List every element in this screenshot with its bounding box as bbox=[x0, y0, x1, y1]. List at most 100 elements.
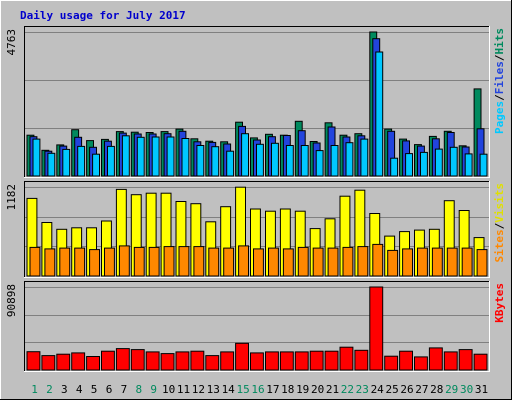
bar bbox=[145, 351, 160, 371]
day-label: 17 bbox=[266, 383, 279, 396]
bar bbox=[294, 351, 309, 371]
bar bbox=[387, 249, 399, 277]
day-label: 19 bbox=[296, 383, 309, 396]
bar bbox=[384, 355, 399, 371]
bar bbox=[327, 247, 339, 277]
bar bbox=[345, 142, 354, 177]
day-label: 10 bbox=[162, 383, 175, 396]
legend-entry: / bbox=[493, 54, 506, 61]
bar bbox=[56, 353, 71, 371]
day-labels: 1 2 3 4 5 6 7 8 9 10 11 12 13 14 15 16 17 18 19 20 21 22 23 24 2… bbox=[31, 383, 488, 396]
bar bbox=[265, 351, 279, 371]
bar bbox=[26, 351, 41, 371]
day-label: 22 bbox=[341, 383, 354, 396]
bar bbox=[309, 350, 324, 371]
legend-entry: / bbox=[493, 94, 506, 101]
bar bbox=[121, 135, 130, 177]
series-sites bbox=[29, 243, 488, 277]
bar bbox=[62, 148, 71, 177]
day-label: 31 bbox=[475, 383, 488, 396]
bar bbox=[461, 247, 473, 277]
legend-entry: Files bbox=[493, 61, 506, 94]
bar bbox=[59, 247, 71, 277]
day-label: 15 bbox=[236, 383, 249, 396]
bar bbox=[241, 133, 250, 177]
bar bbox=[166, 136, 175, 177]
bar bbox=[464, 153, 473, 177]
day-label: 18 bbox=[281, 383, 294, 396]
bar bbox=[324, 350, 339, 371]
bar bbox=[86, 356, 100, 371]
day-label: 2 bbox=[46, 383, 53, 396]
bar bbox=[443, 351, 458, 371]
bar bbox=[458, 349, 473, 371]
bar bbox=[417, 247, 428, 277]
bar bbox=[196, 145, 205, 177]
day-label: 29 bbox=[445, 383, 458, 396]
bar bbox=[253, 248, 264, 277]
day-label: 3 bbox=[61, 383, 68, 396]
bar bbox=[148, 246, 160, 277]
bar bbox=[271, 142, 279, 177]
bar bbox=[44, 248, 56, 277]
bar bbox=[41, 355, 56, 371]
bar bbox=[160, 353, 175, 371]
legend-entry: Hits bbox=[493, 28, 506, 55]
bar bbox=[360, 138, 369, 177]
bar bbox=[175, 351, 190, 371]
bar bbox=[163, 246, 175, 277]
bar bbox=[473, 353, 488, 371]
bar bbox=[107, 145, 115, 177]
day-label: 6 bbox=[106, 383, 113, 396]
day-label: 16 bbox=[251, 383, 264, 396]
bar bbox=[130, 349, 145, 371]
day-label: 24 bbox=[371, 383, 385, 396]
bar bbox=[312, 247, 324, 277]
bar bbox=[77, 145, 86, 177]
panel-max-label: 90898 bbox=[5, 284, 18, 317]
day-label: 27 bbox=[415, 383, 428, 396]
bar bbox=[357, 246, 369, 277]
bar bbox=[369, 286, 384, 371]
bar bbox=[420, 151, 428, 177]
bar bbox=[89, 249, 100, 277]
bar bbox=[220, 351, 235, 371]
day-label: 26 bbox=[400, 383, 413, 396]
bar bbox=[342, 246, 354, 277]
bar bbox=[29, 246, 41, 277]
series-pages bbox=[32, 51, 488, 177]
legend-entry: / bbox=[493, 222, 506, 229]
bar bbox=[279, 351, 294, 371]
bar bbox=[193, 246, 205, 277]
bar bbox=[431, 247, 443, 277]
bar bbox=[315, 150, 324, 177]
day-label: 13 bbox=[207, 383, 220, 396]
bar bbox=[300, 145, 309, 177]
bar bbox=[208, 247, 220, 277]
bar bbox=[71, 352, 86, 371]
bar bbox=[181, 138, 190, 177]
bar bbox=[205, 355, 220, 371]
day-label: 30 bbox=[460, 383, 473, 396]
day-label: 11 bbox=[177, 383, 190, 396]
bar bbox=[223, 247, 235, 277]
bar bbox=[399, 350, 414, 371]
panel-max-label: 4763 bbox=[5, 29, 18, 56]
bar bbox=[104, 247, 115, 277]
bar bbox=[92, 153, 100, 177]
day-label: 8 bbox=[135, 383, 142, 396]
bar bbox=[190, 350, 205, 371]
bar bbox=[405, 153, 414, 177]
bar bbox=[151, 136, 160, 177]
bar bbox=[178, 246, 190, 277]
day-label: 28 bbox=[430, 383, 443, 396]
panel-max-label: 1182 bbox=[5, 184, 18, 211]
panel-middle: 1182 Sites/Visits bbox=[5, 181, 506, 278]
bar bbox=[47, 152, 56, 177]
bar bbox=[428, 347, 443, 371]
bar bbox=[211, 146, 220, 177]
